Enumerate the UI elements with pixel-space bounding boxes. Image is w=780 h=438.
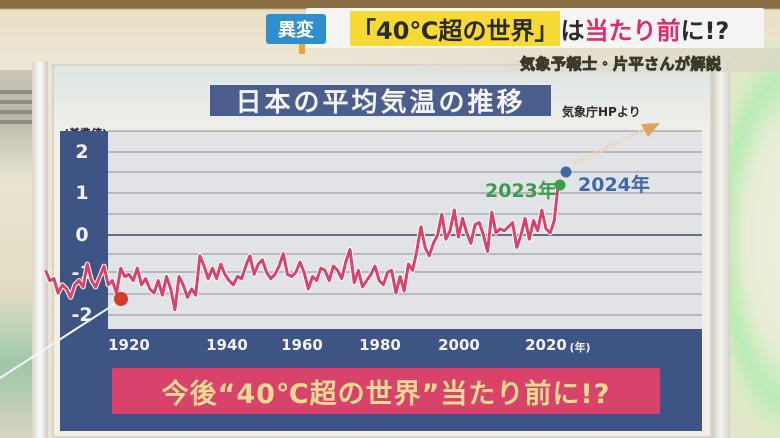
trend-arrow-dots xyxy=(573,128,645,165)
headline-particle: は xyxy=(560,16,585,45)
x-axis-panel xyxy=(60,329,702,365)
headline-emphasis: 当たり前 xyxy=(584,16,681,45)
start-marker xyxy=(114,292,128,306)
temperature-line-outline xyxy=(43,181,561,313)
y-tick: 2 xyxy=(75,141,89,163)
marker-2024 xyxy=(560,166,572,178)
chart-source: 気象庁HPより xyxy=(562,105,641,119)
x-tick: 1940 xyxy=(206,336,248,354)
temperature-line xyxy=(44,181,560,312)
trend-arrow-head xyxy=(641,123,660,137)
x-tick: 2020 xyxy=(525,336,567,354)
y-tick: -2 xyxy=(71,304,93,326)
x-tick: 2000 xyxy=(438,336,480,354)
bottom-banner: 今後“40℃超の世界”当たり前に!? xyxy=(112,368,660,414)
pointer-line xyxy=(0,299,122,379)
subtitle: 気象予報士・片平さんが解説 xyxy=(520,55,722,74)
topic-tag: 異変 xyxy=(266,14,326,44)
headline-ending: に!? xyxy=(680,16,730,45)
annotation-2024: 2024年 xyxy=(578,174,650,196)
y-tick: 0 xyxy=(75,224,89,246)
x-tick: 1960 xyxy=(281,336,323,354)
x-tick: 1920 xyxy=(108,336,150,354)
y-tick: 1 xyxy=(75,182,89,204)
chart-title: 日本の平均気温の推移 xyxy=(208,83,553,118)
headline-quote: 「40℃超の世界」 xyxy=(350,10,561,46)
marker-2023 xyxy=(554,179,566,191)
board-stand-left xyxy=(32,62,48,438)
annotation-2023: 2023年 xyxy=(485,180,557,202)
plot-area xyxy=(108,131,702,329)
subtitle-strip xyxy=(306,48,780,72)
headline: 「40℃超の世界」 は 当たり前 に!? xyxy=(350,9,729,47)
x-tick: 1980 xyxy=(359,336,401,354)
x-axis-unit: (年) xyxy=(569,341,591,354)
tag-accent xyxy=(299,44,305,54)
board-stand-right xyxy=(712,60,730,438)
